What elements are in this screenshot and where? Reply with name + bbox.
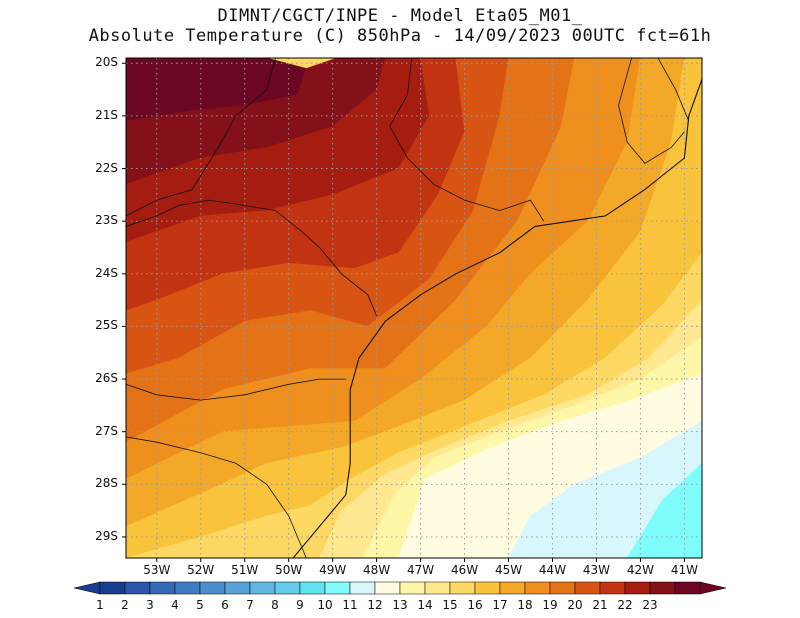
colorbar-segment bbox=[299, 581, 326, 595]
lon-label-53W: 53W bbox=[143, 563, 171, 577]
colorbar-segment bbox=[449, 581, 476, 595]
coastline-line bbox=[292, 78, 702, 558]
colorbar-label-4: 4 bbox=[171, 598, 179, 612]
lon-label-41W: 41W bbox=[670, 563, 698, 577]
colorbar-label-19: 19 bbox=[542, 598, 558, 612]
colorbar bbox=[73, 581, 727, 595]
colorbar-label-1: 1 bbox=[96, 598, 104, 612]
colorbar-segment bbox=[224, 581, 251, 595]
lon-label-50W: 50W bbox=[275, 563, 303, 577]
colorbar-label-10: 10 bbox=[317, 598, 333, 612]
colorbar-label-20: 20 bbox=[567, 598, 583, 612]
colorbar-label-7: 7 bbox=[246, 598, 254, 612]
border-line bbox=[618, 58, 685, 164]
colorbar-label-15: 15 bbox=[442, 598, 458, 612]
colorbar-segment bbox=[474, 581, 501, 595]
lat-label-21S: 21S bbox=[95, 107, 118, 122]
temperature-field bbox=[126, 58, 702, 558]
colorbar-label-5: 5 bbox=[196, 598, 204, 612]
lon-label-51W: 51W bbox=[231, 563, 259, 577]
colorbar-label-8: 8 bbox=[271, 598, 279, 612]
colorbar-label-6: 6 bbox=[221, 598, 229, 612]
title-line-2: Absolute Temperature (C) 850hPa - 14/09/… bbox=[88, 26, 712, 46]
colorbar-label-21: 21 bbox=[592, 598, 608, 612]
title-line-1: DIMNT/CGCT/INPE - Model Eta05_M01_ bbox=[217, 6, 583, 26]
colorbar-label-17: 17 bbox=[492, 598, 508, 612]
border-line bbox=[389, 58, 545, 222]
colorbar-label-18: 18 bbox=[517, 598, 533, 612]
colorbar-segment bbox=[274, 581, 301, 595]
colorbar-segment bbox=[599, 581, 626, 595]
lat-label-26S: 26S bbox=[95, 371, 118, 386]
lat-label-29S: 29S bbox=[95, 528, 118, 543]
lat-label-20S: 20S bbox=[95, 55, 118, 70]
lon-label-52W: 52W bbox=[187, 563, 215, 577]
lat-lon-grid bbox=[126, 58, 702, 558]
colorbar-label-9: 9 bbox=[296, 598, 304, 612]
colorbar-label-3: 3 bbox=[146, 598, 154, 612]
colorbar-segment bbox=[249, 581, 276, 595]
colorbar-segment bbox=[499, 581, 526, 595]
lat-label-28S: 28S bbox=[95, 476, 118, 491]
lat-label-25S: 25S bbox=[95, 318, 118, 333]
border-line bbox=[126, 58, 276, 217]
lon-label-47W: 47W bbox=[407, 563, 435, 577]
colorbar-segment bbox=[549, 581, 576, 595]
colorbar-segment bbox=[99, 581, 126, 595]
border-line bbox=[126, 199, 377, 317]
colorbar-label-12: 12 bbox=[367, 598, 383, 612]
colorbar-segment bbox=[124, 581, 151, 595]
colorbar-arrow-right bbox=[699, 581, 727, 595]
colorbar-segment bbox=[674, 581, 701, 595]
map-frame bbox=[125, 57, 703, 559]
lon-label-43W: 43W bbox=[582, 563, 611, 577]
colorbar-segment bbox=[399, 581, 426, 595]
colorbar-segment bbox=[349, 581, 376, 595]
lat-label-27S: 27S bbox=[95, 423, 118, 438]
lon-label-48W: 48W bbox=[363, 563, 391, 577]
lat-label-23S: 23S bbox=[95, 213, 118, 228]
lat-label-22S: 22S bbox=[95, 160, 118, 175]
colorbar-segment bbox=[199, 581, 226, 595]
colorbar-label-23: 23 bbox=[642, 598, 658, 612]
colorbar-label-13: 13 bbox=[392, 598, 408, 612]
lon-label-49W: 49W bbox=[319, 563, 347, 577]
temperature-band-9 bbox=[626, 462, 702, 558]
border-line bbox=[657, 58, 690, 122]
lon-label-44W: 44W bbox=[538, 563, 567, 577]
colorbar-segment bbox=[574, 581, 601, 595]
colorbar-label-2: 2 bbox=[121, 598, 129, 612]
colorbar-segment bbox=[374, 581, 401, 595]
colorbar-segment bbox=[624, 581, 651, 595]
colorbar-label-14: 14 bbox=[417, 598, 433, 612]
lat-label-24S: 24S bbox=[95, 265, 118, 280]
colorbar-segment bbox=[424, 581, 451, 595]
colorbar-segment bbox=[149, 581, 176, 595]
border-line bbox=[126, 436, 307, 558]
boundaries bbox=[126, 58, 702, 558]
colorbar-segment bbox=[649, 581, 676, 595]
colorbar-segment bbox=[524, 581, 551, 595]
lon-label-42W: 42W bbox=[626, 563, 654, 577]
colorbar-segment bbox=[174, 581, 201, 595]
colorbar-label-11: 11 bbox=[342, 598, 358, 612]
colorbar-label-16: 16 bbox=[467, 598, 483, 612]
colorbar-label-22: 22 bbox=[617, 598, 633, 612]
colorbar-arrow-left bbox=[73, 581, 101, 595]
border-line bbox=[126, 378, 346, 401]
colorbar-segment bbox=[324, 581, 351, 595]
lon-label-46W: 46W bbox=[450, 563, 479, 577]
lon-label-45W: 45W bbox=[494, 563, 523, 577]
axis-ticks bbox=[122, 62, 685, 562]
